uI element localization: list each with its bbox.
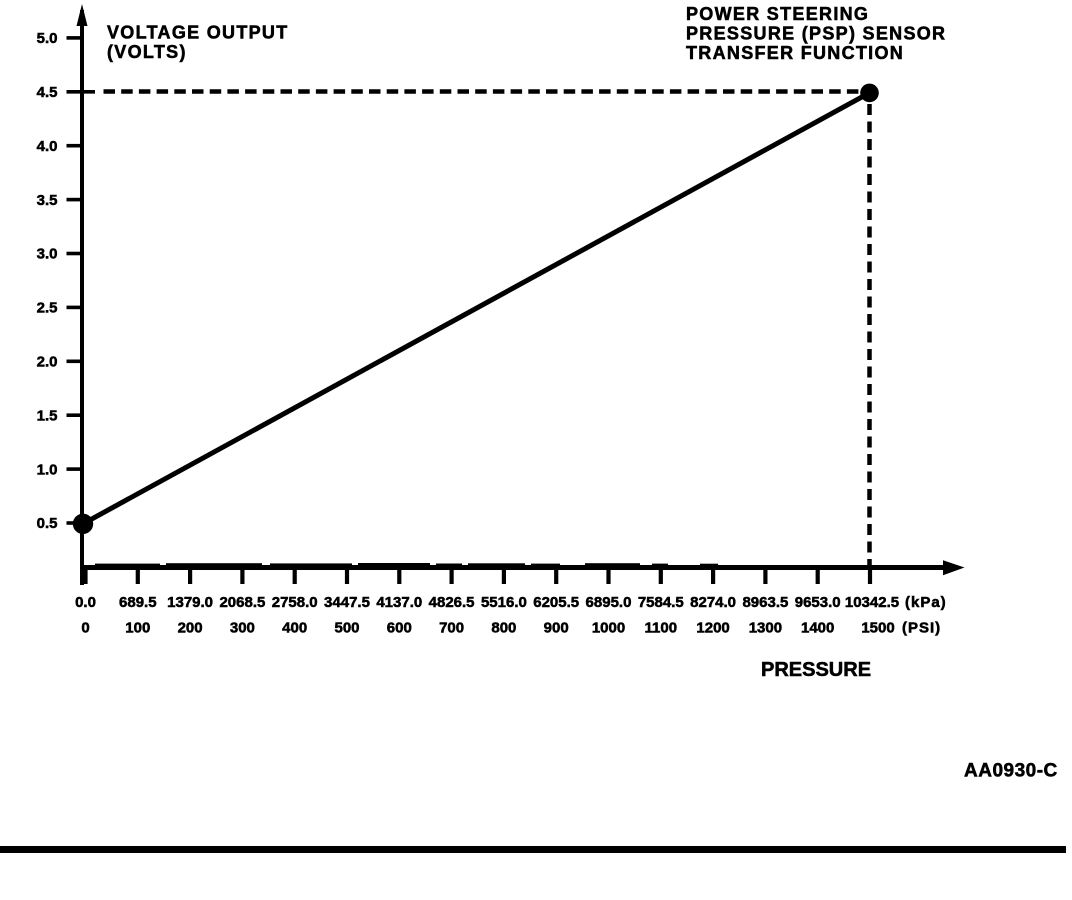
svg-text:POWER STEERING: POWER STEERING: [686, 4, 869, 24]
svg-text:0: 0: [81, 620, 89, 637]
svg-text:1.0: 1.0: [37, 461, 58, 478]
svg-text:5516.0: 5516.0: [481, 594, 527, 611]
svg-text:600: 600: [387, 620, 412, 637]
svg-text:200: 200: [178, 620, 203, 637]
svg-text:AA0930-C: AA0930-C: [964, 761, 1058, 782]
svg-text:900: 900: [544, 620, 569, 637]
svg-text:500: 500: [334, 620, 359, 637]
svg-text:5.0: 5.0: [37, 30, 58, 47]
svg-text:4.0: 4.0: [37, 138, 58, 155]
svg-text:4826.5: 4826.5: [429, 594, 475, 611]
svg-text:0.5: 0.5: [37, 515, 58, 532]
svg-text:4137.0: 4137.0: [376, 594, 422, 611]
svg-text:2758.0: 2758.0: [272, 594, 318, 611]
svg-text:1000: 1000: [592, 620, 625, 637]
svg-text:1500: 1500: [861, 620, 894, 637]
svg-text:1379.0: 1379.0: [167, 594, 213, 611]
svg-text:800: 800: [491, 620, 516, 637]
svg-text:(PSI): (PSI): [902, 620, 941, 637]
svg-text:100: 100: [125, 620, 150, 637]
svg-text:8274.0: 8274.0: [690, 594, 736, 611]
svg-text:7584.5: 7584.5: [638, 594, 684, 611]
svg-text:PRESSURE: PRESSURE: [761, 659, 871, 681]
svg-text:1100: 1100: [645, 620, 678, 637]
svg-text:6205.5: 6205.5: [533, 594, 579, 611]
svg-text:TRANSFER FUNCTION: TRANSFER FUNCTION: [686, 43, 904, 63]
svg-text:(kPa): (kPa): [905, 594, 947, 611]
svg-text:3447.5: 3447.5: [324, 594, 370, 611]
svg-text:300: 300: [230, 620, 255, 637]
svg-text:9653.0: 9653.0: [795, 594, 841, 611]
svg-text:3.0: 3.0: [37, 246, 58, 263]
svg-text:6895.0: 6895.0: [586, 594, 632, 611]
svg-text:700: 700: [439, 620, 464, 637]
svg-text:10342.5: 10342.5: [845, 594, 899, 611]
svg-text:8963.5: 8963.5: [742, 594, 788, 611]
svg-text:2068.5: 2068.5: [219, 594, 265, 611]
svg-text:2.0: 2.0: [37, 354, 58, 371]
svg-text:4.5: 4.5: [37, 84, 58, 101]
svg-text:(VOLTS): (VOLTS): [107, 42, 187, 62]
svg-text:1200: 1200: [696, 620, 729, 637]
svg-text:400: 400: [282, 620, 307, 637]
svg-text:0.0: 0.0: [75, 594, 96, 611]
svg-text:PRESSURE (PSP) SENSOR: PRESSURE (PSP) SENSOR: [686, 23, 946, 43]
svg-text:1400: 1400: [801, 620, 834, 637]
svg-text:1300: 1300: [749, 620, 782, 637]
svg-text:1.5: 1.5: [37, 407, 58, 424]
svg-text:2.5: 2.5: [37, 300, 58, 317]
svg-text:3.5: 3.5: [37, 192, 58, 209]
svg-text:VOLTAGE OUTPUT: VOLTAGE OUTPUT: [107, 23, 289, 43]
svg-text:689.5: 689.5: [119, 594, 157, 611]
